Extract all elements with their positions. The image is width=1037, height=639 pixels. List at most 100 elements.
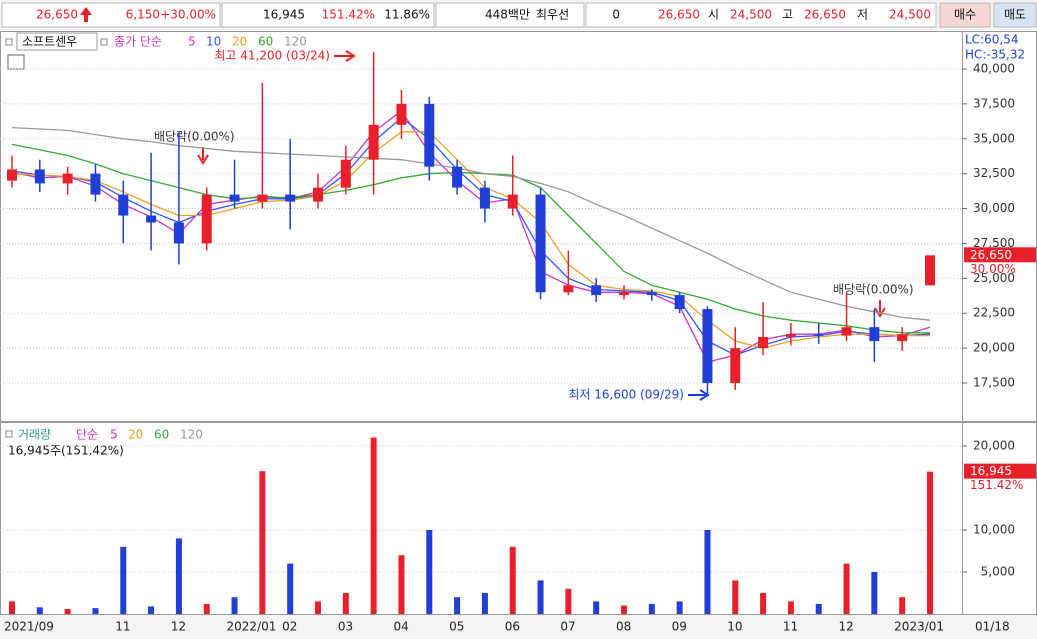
- candle-body: [591, 285, 602, 296]
- dividend-arrow: [197, 147, 209, 165]
- volume-bar: [203, 603, 210, 614]
- candle-body: [507, 194, 518, 209]
- volume-panel: [0, 422, 1037, 615]
- candle-body: [674, 295, 685, 310]
- candle-body: [452, 166, 463, 188]
- dividend-annotation: 배당락(0.00%): [154, 130, 235, 144]
- hc-label: HC:-35,32: [965, 48, 1025, 62]
- volume-bar: [509, 546, 516, 614]
- cursor-date: 01/18: [975, 620, 1010, 634]
- y-tick-label: 35,000: [973, 131, 1015, 145]
- candle-body: [62, 173, 73, 184]
- volume-bar: [676, 601, 683, 614]
- y-tick-label: 22,500: [973, 306, 1015, 320]
- x-tick-label: 2022/01: [227, 620, 277, 634]
- legend-entry: 5: [110, 428, 118, 442]
- x-tick-label: 08: [616, 620, 631, 634]
- dividend-annotation: 배당락(0.00%): [833, 283, 914, 297]
- title-box[interactable]: [16, 32, 98, 51]
- volume-title: 거래량: [18, 428, 51, 442]
- x-tick-label: 04: [393, 620, 408, 634]
- best-price: 26,650: [658, 8, 700, 22]
- y-tick-label: 40,000: [973, 61, 1015, 75]
- candle-body: [396, 103, 407, 125]
- volume-bar: [704, 530, 711, 614]
- candle-body: [201, 194, 212, 244]
- candle-body: [563, 285, 574, 293]
- x-tick-label: 12: [839, 620, 854, 634]
- last-volume: 16,945: [970, 464, 1012, 478]
- sell-label[interactable]: 매도: [1004, 8, 1026, 22]
- amount: 448백만: [485, 8, 530, 22]
- low-annotation: 최저 16,600 (09/29): [568, 388, 684, 402]
- volume-bar: [648, 603, 655, 614]
- buy-label[interactable]: 매수: [954, 8, 976, 22]
- volume-bar: [370, 437, 377, 614]
- high-annotation: 최고 41,200 (03/24): [214, 49, 330, 63]
- sell-button[interactable]: [993, 2, 1037, 28]
- volume-bar: [927, 471, 933, 614]
- open-label: 시: [708, 8, 719, 22]
- candle-body: [702, 309, 713, 384]
- candle-body: [257, 194, 268, 202]
- buy-button[interactable]: [939, 2, 991, 28]
- volume-bar: [120, 546, 127, 614]
- y-tick-label: 37,500: [973, 96, 1015, 110]
- volume-bar: [815, 603, 822, 614]
- stock-title: 소프트센우: [22, 35, 77, 49]
- legend-entry: 120: [180, 428, 203, 442]
- legend-entry: 10: [206, 35, 221, 49]
- volume-bar: [787, 601, 794, 614]
- y-tick-label: 30,000: [973, 201, 1015, 215]
- y-tick-label: 17,500: [973, 376, 1015, 390]
- x-tick-label: 10: [727, 620, 742, 634]
- x-tick-label: 2023/01: [894, 620, 944, 634]
- ma-line: [11, 143, 930, 334]
- high: 26,650: [804, 8, 846, 22]
- volume-bar: [843, 563, 850, 614]
- best-qty: 0: [612, 8, 620, 22]
- volume-bar: [732, 580, 739, 614]
- high-arrow: [334, 50, 356, 62]
- x-tick-label: 11: [115, 620, 130, 634]
- candle-body: [285, 194, 296, 202]
- candle-body: [646, 292, 657, 296]
- x-tick-label: 12: [171, 620, 186, 634]
- candle-body: [146, 215, 157, 223]
- volume-bar: [454, 597, 461, 614]
- volume-info: 16,945주(151.42%): [8, 444, 124, 458]
- ma-line: [11, 116, 931, 356]
- dividend-arrow: [874, 300, 886, 318]
- candle-body: [90, 173, 101, 195]
- volume-bar: [565, 588, 572, 614]
- last-rate: 30.00%: [970, 262, 1016, 276]
- volume-bar: [92, 608, 99, 614]
- x-tick-label: 2021/09: [4, 620, 54, 634]
- price-box: [964, 247, 1036, 263]
- low-label: 저: [857, 8, 868, 22]
- candle-body: [785, 334, 796, 337]
- volume-bar: [148, 606, 155, 614]
- candle-body: [535, 194, 546, 293]
- candle-body: [173, 222, 184, 244]
- candle-body: [479, 187, 490, 209]
- x-tick-label: 11: [783, 620, 798, 634]
- header-cells: [1, 2, 937, 28]
- lc-label: LC:60,54: [965, 33, 1018, 47]
- volume-bar: [537, 580, 544, 614]
- table-icon[interactable]: [7, 54, 25, 70]
- volume-bar: [760, 593, 767, 614]
- x-tick-label: 02: [282, 620, 297, 634]
- volume-bar: [315, 601, 321, 614]
- candle-body: [368, 124, 379, 160]
- volume-bar: [398, 555, 405, 614]
- legend-box-icon: [5, 38, 13, 46]
- open: 24,500: [730, 8, 772, 22]
- volume-bar: [342, 593, 349, 614]
- y-tick-label: 25,000: [973, 271, 1015, 285]
- up-arrow-icon: [80, 7, 92, 22]
- last-price: 26,650: [970, 248, 1012, 262]
- x-tick-label: 06: [505, 620, 520, 634]
